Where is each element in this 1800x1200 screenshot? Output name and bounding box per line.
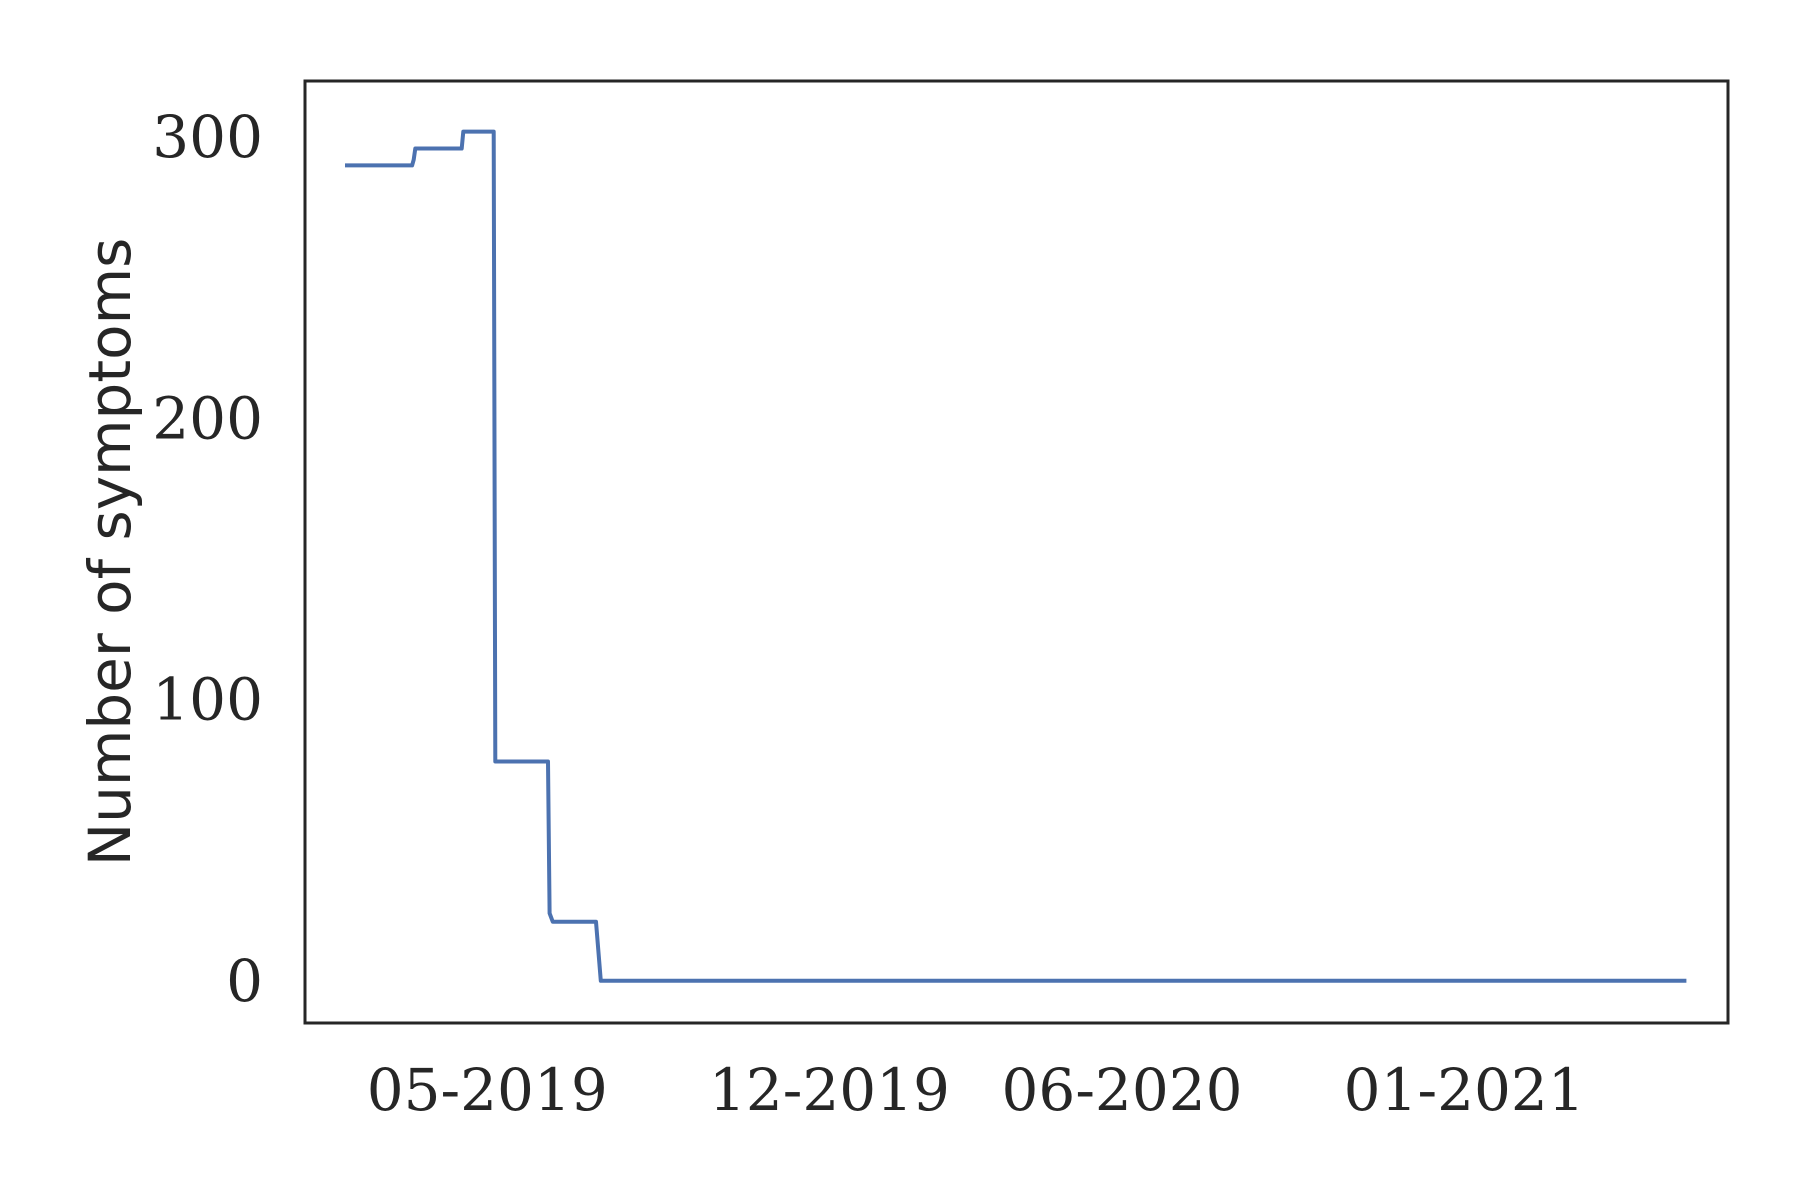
y-tick-labels: 0 100 200 300 — [152, 103, 263, 1015]
x-tick-label: 05-2019 — [367, 1056, 608, 1124]
x-tick-label: 12-2019 — [709, 1056, 950, 1124]
y-tick-label: 100 — [152, 666, 263, 734]
y-tick-label: 200 — [152, 384, 263, 452]
x-tick-label: 06-2020 — [1002, 1056, 1243, 1124]
y-axis-label: Number of symptoms — [76, 238, 144, 867]
x-tick-labels: 05-2019 12-2019 06-2020 01-2021 — [367, 1056, 1585, 1124]
series-line — [345, 129, 1687, 983]
y-tick-label: 300 — [152, 103, 263, 171]
plot-frame — [303, 79, 1730, 1025]
x-tick-label: 01-2021 — [1344, 1056, 1585, 1124]
y-tick-label: 0 — [226, 947, 263, 1015]
